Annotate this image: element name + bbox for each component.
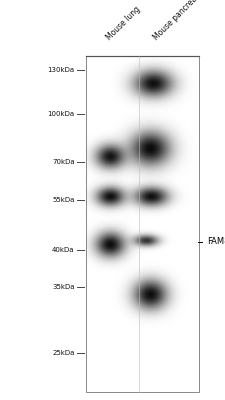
Bar — [0, 392, 225, 400]
Bar — [86, 56, 198, 392]
Text: 130kDa: 130kDa — [47, 67, 74, 73]
Text: 40kDa: 40kDa — [52, 247, 74, 253]
Text: FAM83A: FAM83A — [206, 238, 225, 246]
Text: Mouse lung: Mouse lung — [104, 4, 141, 42]
Text: 70kDa: 70kDa — [52, 159, 74, 165]
Bar — [198, 0, 225, 400]
Text: Mouse pancreas: Mouse pancreas — [151, 0, 201, 42]
Text: 35kDa: 35kDa — [52, 284, 74, 290]
Text: 55kDa: 55kDa — [52, 197, 74, 203]
Text: 100kDa: 100kDa — [47, 111, 74, 117]
Bar — [0, 0, 225, 56]
Bar — [86, 56, 198, 392]
Bar — [0, 0, 86, 400]
Text: 25kDa: 25kDa — [52, 350, 74, 356]
